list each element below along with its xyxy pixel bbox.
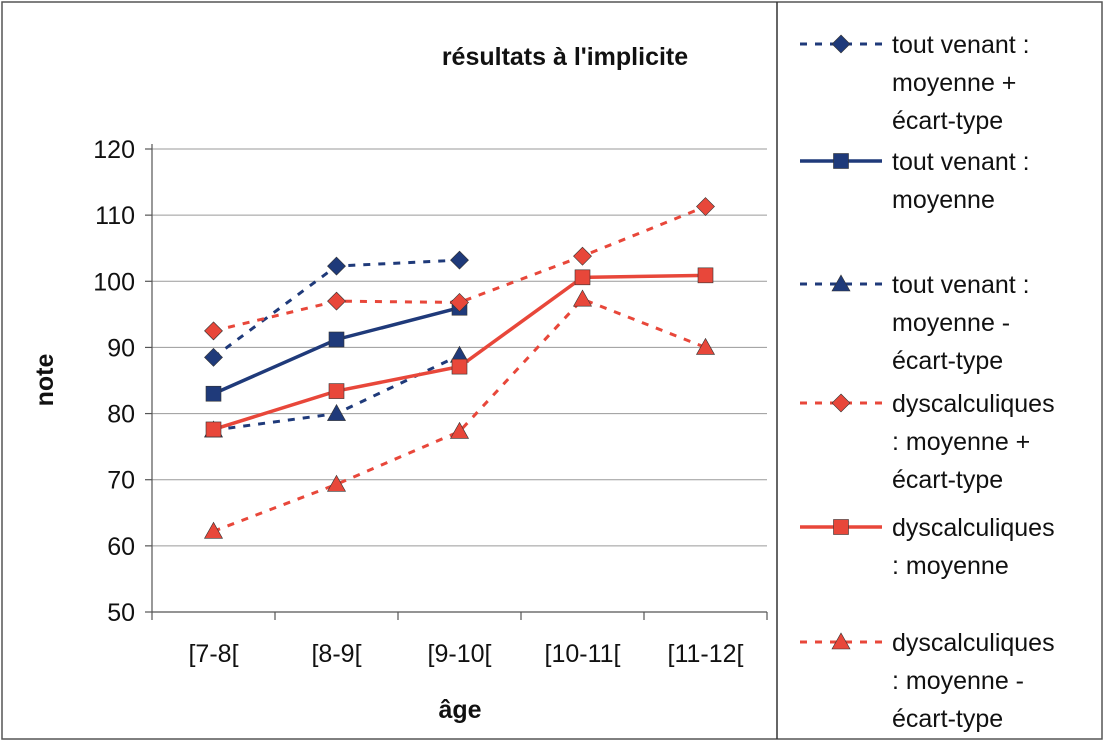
legend-marker-square (833, 153, 849, 169)
y-axis-label: note (31, 354, 59, 407)
legend-label: : moyenne (892, 552, 1009, 580)
data-point-triangle (203, 521, 224, 539)
data-point-diamond (204, 321, 223, 341)
legend-label: écart-type (892, 466, 1003, 494)
data-point-diamond (696, 197, 715, 216)
legend-label: dyscalculiques (892, 514, 1055, 542)
series-5 (205, 267, 714, 438)
legend-marker-triangle (831, 274, 851, 292)
legend-entry: dyscalculiques : moyenne + écart-type (800, 390, 1055, 494)
legend-entry: tout venant : moyenne (800, 148, 1030, 214)
legend-label: dyscalculiques (892, 390, 1055, 418)
data-point-square (328, 383, 345, 399)
y-tick-label: 50 (107, 599, 135, 627)
data-point-diamond (573, 246, 592, 266)
data-point-triangle (572, 289, 593, 307)
y-tick-label: 90 (107, 334, 135, 362)
data-point-triangle (326, 474, 347, 492)
y-tick-label: 100 (93, 268, 135, 296)
data-point-square (451, 358, 468, 375)
data-point-square (697, 267, 714, 284)
data-point-square (328, 331, 345, 348)
legend-label: écart-type (892, 347, 1003, 375)
series-6 (203, 289, 716, 539)
x-tick-label: [7-8[ (188, 640, 238, 668)
series-4 (204, 197, 715, 341)
data-point-square (205, 421, 222, 438)
data-point-triangle (326, 403, 347, 421)
legend-marker-diamond (831, 393, 851, 413)
legend-marker-diamond (831, 34, 851, 54)
legend-label: dyscalculiques (892, 629, 1055, 657)
data-point-square (574, 269, 591, 286)
legend-marker-triangle (831, 632, 851, 650)
y-tick-label: 70 (107, 467, 135, 495)
legend-entry: dyscalculiques : moyenne (800, 514, 1055, 580)
data-point-diamond (327, 256, 346, 276)
data-point-diamond (204, 347, 223, 367)
x-tick-labels: [7-8[ [8-9[ [9-10[ [10-11[ [11-12[ (188, 640, 743, 668)
data-point-diamond (327, 291, 346, 311)
chart-title: résultats à l'implicite (442, 43, 688, 71)
legend-label: : moyenne + (892, 428, 1030, 456)
legend-label: : moyenne - (892, 667, 1024, 695)
legend-entry: tout venant : moyenne - écart-type (800, 271, 1030, 375)
legend-label: moyenne - (892, 309, 1010, 337)
x-axis-label: âge (438, 696, 481, 724)
x-tick-label: [8-9[ (311, 640, 361, 668)
legend-label: écart-type (892, 705, 1003, 733)
legend-label: écart-type (892, 107, 1003, 135)
y-tick-label: 110 (95, 202, 135, 230)
data-point-diamond (450, 250, 469, 270)
legend-label: moyenne + (892, 69, 1016, 97)
legend-entry: dyscalculiques : moyenne - écart-type (800, 629, 1055, 733)
legend-label: tout venant : (892, 271, 1030, 299)
data-point-square (205, 385, 222, 402)
data-point-triangle (449, 421, 470, 439)
y-tick-label: 60 (107, 533, 135, 561)
legend-label: tout venant : (892, 31, 1030, 59)
y-tick-label: 120 (93, 136, 135, 164)
series-1 (204, 250, 469, 367)
axes (145, 144, 768, 620)
legend-label: tout venant : (892, 148, 1030, 176)
x-tick-label: [10-11[ (545, 640, 621, 668)
data-point-diamond (450, 293, 469, 312)
legend-label: moyenne (892, 186, 995, 214)
data-point-triangle (695, 337, 716, 355)
x-tick-label: [9-10[ (428, 640, 492, 668)
y-tick-labels: 50 60 70 80 90 100 110 120 (93, 136, 135, 627)
series-line (213, 205, 707, 333)
y-tick-label: 80 (107, 401, 135, 429)
legend-entry: tout venant : moyenne + écart-type (800, 31, 1030, 135)
plot-area (203, 197, 716, 539)
legend-marker-square (833, 519, 849, 535)
x-tick-label: [11-12[ (668, 640, 744, 668)
